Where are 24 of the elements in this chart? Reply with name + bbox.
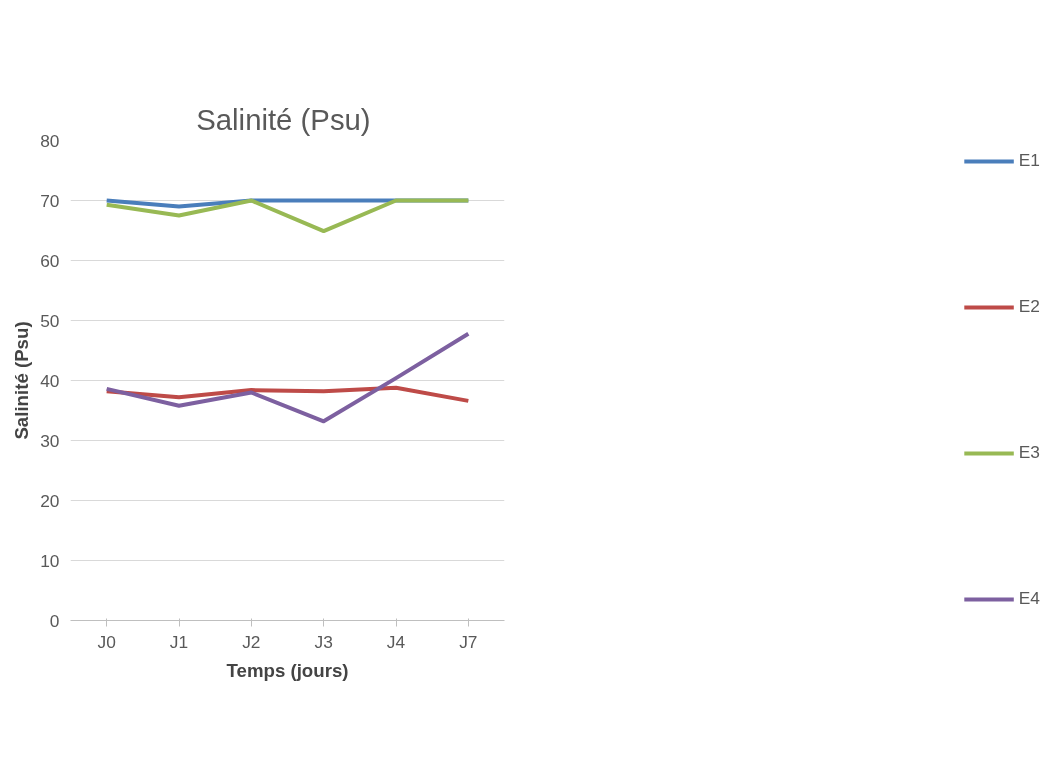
x-tick-label: J1 bbox=[169, 631, 189, 652]
legend-label: E3 bbox=[1018, 442, 1040, 463]
y-tick-label: 10 bbox=[40, 550, 60, 571]
x-tick-label: J2 bbox=[242, 631, 261, 652]
x-tick-label: J4 bbox=[386, 631, 406, 652]
line-series bbox=[104, 331, 471, 424]
legend-label: E2 bbox=[1018, 296, 1040, 317]
y-tick-label: 80 bbox=[40, 130, 60, 151]
legend-label: E4 bbox=[1018, 588, 1040, 609]
y-tick-label: 50 bbox=[40, 310, 60, 331]
y-tick-label: 30 bbox=[40, 430, 60, 451]
chart-title: Salinité (Psu) bbox=[196, 102, 371, 136]
y-axis-title: Salinité (Psu) bbox=[11, 321, 33, 440]
x-axis-title: Temps (jours) bbox=[226, 659, 349, 681]
x-tick-label: J3 bbox=[314, 631, 333, 652]
x-tick-label: J0 bbox=[97, 631, 116, 652]
y-tick-label: 60 bbox=[40, 250, 60, 271]
y-tick-label: 0 bbox=[49, 610, 60, 631]
y-tick-label: 20 bbox=[40, 490, 60, 511]
line-series bbox=[104, 198, 471, 234]
y-tick-label: 70 bbox=[40, 190, 60, 211]
legend-label: E1 bbox=[1018, 150, 1040, 171]
x-tick-label: J7 bbox=[459, 631, 478, 652]
y-tick-label: 40 bbox=[40, 370, 60, 391]
